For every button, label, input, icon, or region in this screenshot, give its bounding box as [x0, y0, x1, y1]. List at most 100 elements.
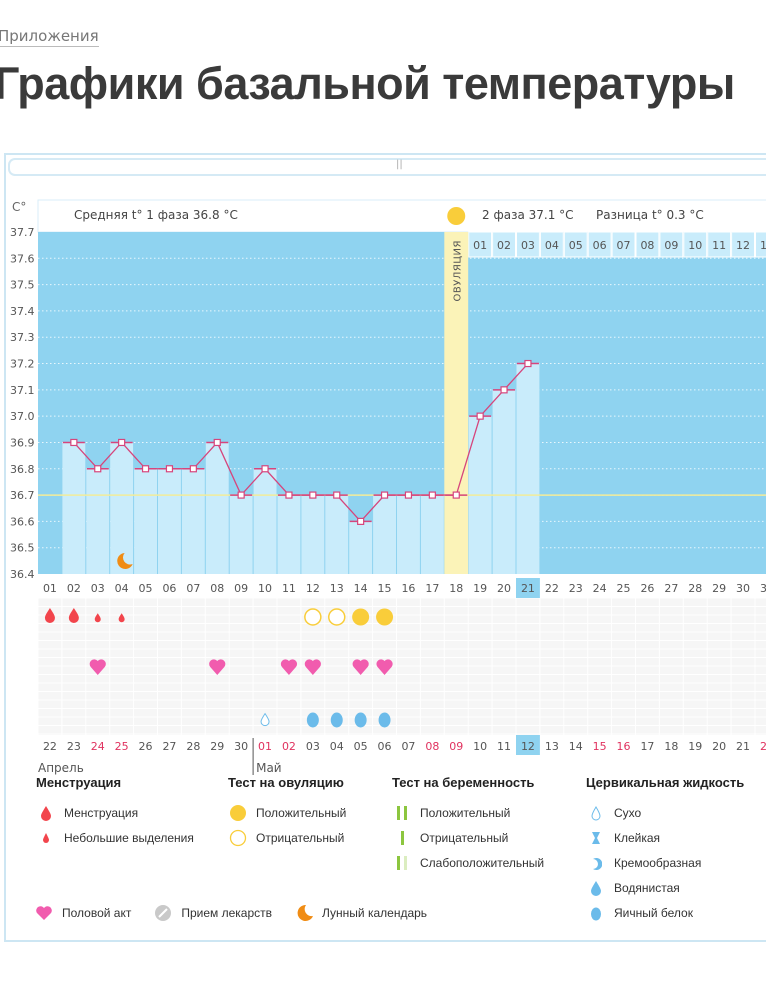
legend-label: Отрицательный [420, 830, 509, 845]
scroll-handle[interactable]: || [396, 159, 403, 170]
ovulation-test-negative-icon [304, 608, 322, 626]
temperature-bar [62, 442, 86, 574]
chart-scrollbar[interactable]: || [8, 158, 766, 176]
phase2-day-cell [635, 231, 660, 258]
heart-icon [376, 659, 393, 675]
calendar-date-label: 27 [162, 740, 176, 753]
legend-label: Сухо [614, 805, 642, 820]
y-tick-label: 37.5 [10, 279, 35, 292]
calendar-date-label: 23 [67, 740, 81, 753]
cycle-day-label: 22 [545, 582, 559, 595]
cycle-day-label: 01 [43, 582, 57, 595]
y-tick-label: 37.4 [10, 305, 35, 318]
legend-label: Клейкая [614, 830, 661, 845]
legend-cervical: Цервикальная жидкость Сухо Клейкая Кремо… [586, 775, 744, 925]
calendar-date-label: 24 [91, 740, 105, 753]
ovulation-sun-icon [447, 207, 466, 225]
spotting-drop-icon [118, 613, 125, 623]
calendar-date-label: 02 [282, 740, 296, 753]
heart-icon [280, 659, 298, 675]
moon-icon [117, 553, 133, 569]
legend-title: Тест на овуляцию [228, 775, 344, 790]
heart-icon [209, 659, 226, 675]
phase2-day-label: 05 [569, 239, 583, 252]
temperature-point [500, 386, 508, 394]
y-tick-label: 37.3 [10, 331, 35, 344]
month-label: Апрель [38, 761, 84, 775]
phase2-day-cell [516, 231, 540, 258]
cycle-day-label: 10 [258, 582, 272, 595]
phase2-day-label: 12 [736, 239, 750, 252]
temperature-point [118, 438, 126, 447]
two-lines-icon [392, 805, 412, 821]
cycle-day-label: 17 [425, 582, 439, 595]
legend-ovulation-test: Тест на овуляцию Положительный Отрицател… [228, 775, 346, 850]
breadcrumb-link[interactable]: Приложения [0, 27, 99, 47]
legend-menstruation: Менструация Менструация Небольшие выделе… [36, 775, 194, 850]
legend-label: Прием лекарств [181, 906, 273, 920]
cycle-day-label: 02 [67, 582, 81, 595]
faint-lines-icon [392, 855, 412, 871]
drop-icon [36, 805, 56, 821]
phase2-day-label: 08 [640, 239, 654, 252]
temperature-bar [229, 495, 253, 574]
temperature-difference: Разница t° 0.3 °С [596, 208, 704, 222]
chart-header-band [37, 199, 766, 233]
cervical-dry-icon [260, 712, 270, 727]
creamy-icon [586, 855, 606, 871]
cycle-day-label: 18 [449, 582, 463, 595]
temperature-point [189, 465, 197, 473]
legend-label: Слабоположительный [420, 855, 545, 870]
temperature-point [428, 491, 436, 499]
cycle-day-label: 26 [640, 582, 654, 595]
calendar-date-label: 16 [617, 740, 631, 753]
phase2-day-label: 04 [545, 239, 559, 252]
phase2-day-label: 03 [521, 239, 535, 252]
temperature-bar [349, 521, 373, 574]
y-tick-label: 37.0 [10, 410, 35, 423]
phase2-day-label: 02 [497, 239, 511, 252]
calendar-date-label: 13 [545, 740, 559, 753]
cycle-day-label: 04 [115, 582, 129, 595]
cycle-day-label: 07 [186, 582, 200, 595]
temperature-point [357, 517, 365, 525]
cycle-day-label: 28 [688, 582, 702, 595]
calendar-date-label: 18 [664, 740, 678, 753]
legend-pregnancy-test: Тест на беременность Положительный Отриц… [392, 775, 544, 875]
today-date-highlight [516, 735, 540, 755]
phase2-day-label: 06 [593, 239, 607, 252]
cervical-egg-white-icon [378, 712, 391, 728]
page-title: Графики базальной температуры [0, 58, 735, 109]
phase2-day-cell [539, 231, 564, 258]
temperature-bar [134, 468, 157, 574]
phase2-day-cell [611, 231, 636, 258]
ovulation-test-positive-icon [376, 608, 394, 626]
cycle-day-label: 19 [473, 582, 487, 595]
egg-white-icon [586, 905, 606, 921]
calendar-date-label: 15 [593, 740, 607, 753]
temperature-bar [277, 495, 301, 574]
y-tick-label: 37.7 [10, 226, 35, 239]
legend-title: Тест на беременность [392, 775, 535, 790]
temperature-bar [325, 495, 349, 574]
phase2-day-cell [587, 231, 612, 258]
cycle-day-label: 15 [378, 582, 392, 595]
y-tick-label: 36.4 [10, 568, 35, 581]
watery-drop-icon [586, 880, 606, 896]
calendar-date-label: 21 [736, 740, 750, 753]
cervical-egg-white-icon [330, 712, 343, 728]
calendar-date-label: 01 [258, 740, 272, 753]
y-tick-label: 37.1 [10, 384, 35, 397]
cycle-day-label: 23 [569, 582, 583, 595]
temperature-bar [110, 442, 134, 574]
temperature-point [94, 465, 102, 473]
cycle-day-label: 14 [354, 582, 368, 595]
calendar-date-label: 08 [425, 740, 439, 753]
temperature-bar [205, 442, 229, 574]
legend-label: Лунный календарь [322, 906, 428, 920]
calendar-date-label: 06 [378, 740, 392, 753]
one-line-icon [392, 830, 412, 846]
temperature-point [165, 465, 174, 473]
temperature-point [333, 491, 341, 499]
